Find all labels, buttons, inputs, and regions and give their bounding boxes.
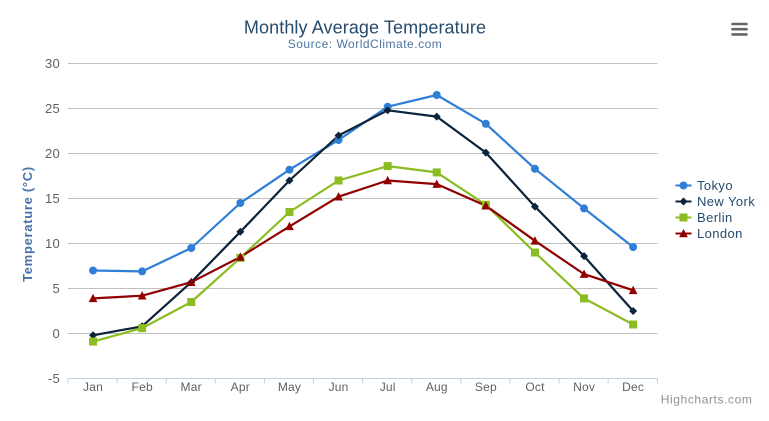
svg-text:Mar: Mar — [181, 380, 202, 394]
svg-text:Feb: Feb — [132, 380, 153, 394]
svg-text:Jun: Jun — [329, 380, 349, 394]
svg-text:-5: -5 — [48, 371, 60, 386]
svg-text:Sep: Sep — [475, 380, 497, 394]
svg-text:Berlin: Berlin — [697, 210, 733, 225]
svg-text:5: 5 — [52, 281, 60, 296]
svg-text:Jul: Jul — [380, 380, 396, 394]
svg-text:10: 10 — [45, 236, 60, 251]
svg-text:Source: WorldClimate.com: Source: WorldClimate.com — [288, 37, 443, 51]
svg-text:0: 0 — [52, 326, 60, 341]
svg-text:Monthly Average Temperature: Monthly Average Temperature — [244, 18, 486, 38]
svg-text:25: 25 — [45, 101, 60, 116]
svg-text:Jan: Jan — [83, 380, 103, 394]
svg-text:Dec: Dec — [622, 380, 644, 394]
svg-text:May: May — [278, 380, 301, 394]
svg-text:Oct: Oct — [525, 380, 545, 394]
svg-text:Tokyo: Tokyo — [697, 178, 733, 193]
svg-text:Nov: Nov — [573, 380, 595, 394]
svg-text:New York: New York — [697, 194, 755, 209]
svg-text:15: 15 — [45, 191, 60, 206]
svg-text:Highcharts.com: Highcharts.com — [661, 393, 753, 407]
svg-text:Temperature (°C): Temperature (°C) — [20, 166, 35, 282]
svg-text:20: 20 — [45, 146, 60, 161]
svg-text:London: London — [697, 226, 743, 241]
svg-text:Apr: Apr — [231, 380, 250, 394]
svg-text:30: 30 — [45, 56, 60, 71]
svg-text:Aug: Aug — [426, 380, 448, 394]
